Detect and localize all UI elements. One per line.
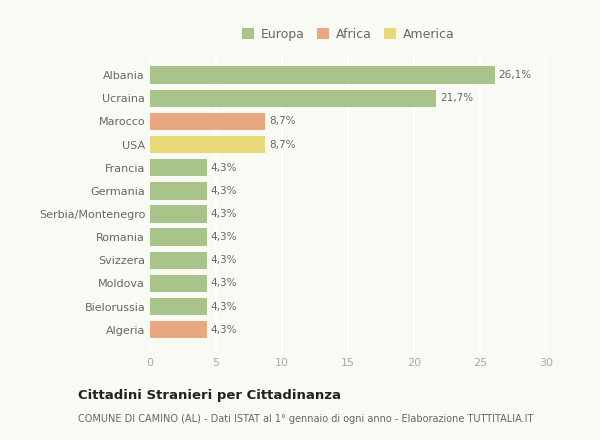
Text: 4,3%: 4,3%: [211, 209, 237, 219]
Bar: [150, 90, 436, 107]
Text: 4,3%: 4,3%: [211, 232, 237, 242]
Bar: [150, 275, 207, 292]
Text: 8,7%: 8,7%: [269, 139, 295, 150]
Bar: [150, 252, 207, 269]
Text: 4,3%: 4,3%: [211, 255, 237, 265]
Bar: [150, 136, 265, 153]
Bar: [150, 66, 494, 84]
Text: 4,3%: 4,3%: [211, 186, 237, 196]
Text: 4,3%: 4,3%: [211, 163, 237, 172]
Text: 4,3%: 4,3%: [211, 279, 237, 289]
Bar: [150, 113, 265, 130]
Bar: [150, 205, 207, 223]
Text: 4,3%: 4,3%: [211, 301, 237, 312]
Text: COMUNE DI CAMINO (AL) - Dati ISTAT al 1° gennaio di ogni anno - Elaborazione TUT: COMUNE DI CAMINO (AL) - Dati ISTAT al 1°…: [78, 414, 533, 425]
Bar: [150, 159, 207, 176]
Text: 4,3%: 4,3%: [211, 325, 237, 335]
Legend: Europa, Africa, America: Europa, Africa, America: [236, 23, 460, 46]
Text: Cittadini Stranieri per Cittadinanza: Cittadini Stranieri per Cittadinanza: [78, 389, 341, 403]
Bar: [150, 321, 207, 338]
Bar: [150, 298, 207, 315]
Bar: [150, 228, 207, 246]
Text: 26,1%: 26,1%: [499, 70, 532, 80]
Text: 21,7%: 21,7%: [440, 93, 473, 103]
Text: 8,7%: 8,7%: [269, 116, 295, 126]
Bar: [150, 182, 207, 199]
